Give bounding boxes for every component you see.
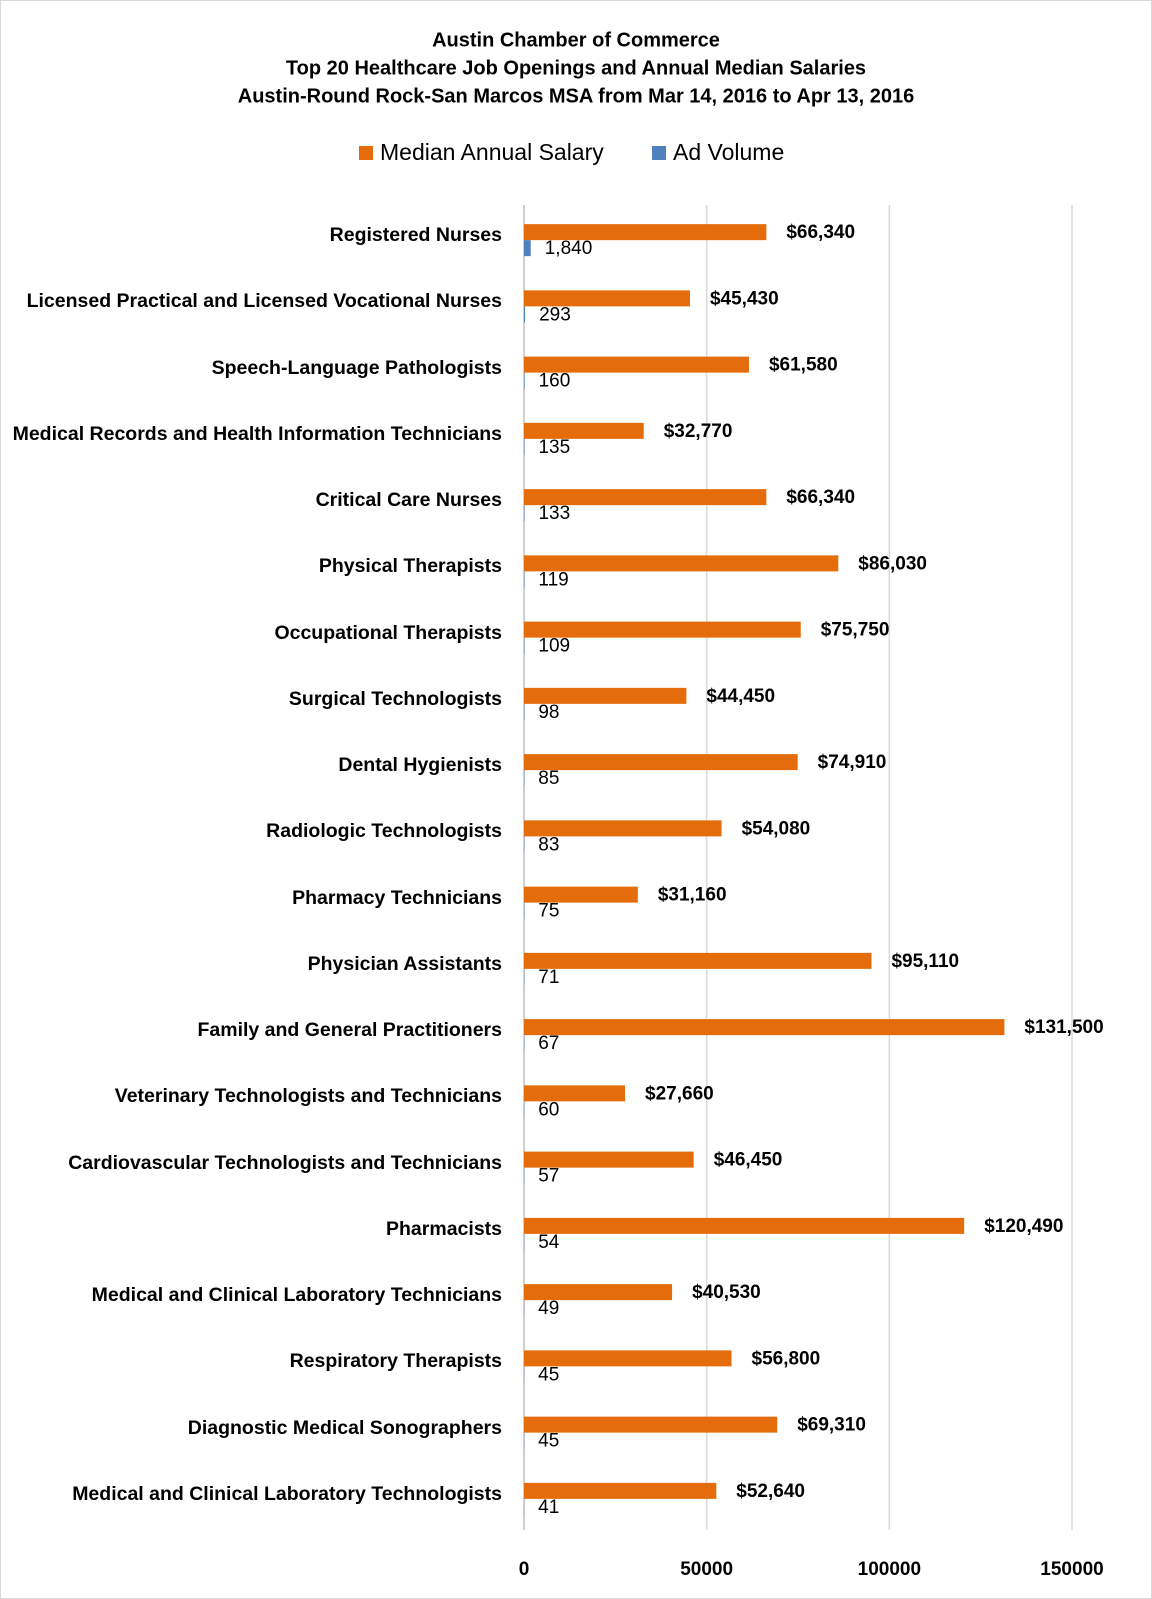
- y-tick-label: Respiratory Therapists: [289, 1350, 502, 1373]
- y-tick-label: Medical and Clinical Laboratory Technici…: [91, 1284, 502, 1307]
- y-tick-label: Radiologic Technologists: [266, 820, 502, 843]
- data-label: $31,160: [658, 885, 727, 906]
- y-tick-label: Veterinary Technologists and Technicians: [114, 1085, 502, 1108]
- data-label: $56,800: [752, 1348, 821, 1369]
- y-tick-label: Pharmacy Technicians: [292, 886, 502, 909]
- data-label: 54: [538, 1232, 560, 1253]
- bar: [524, 1151, 694, 1168]
- data-label: $75,750: [821, 620, 890, 641]
- bar: [524, 1085, 626, 1102]
- legend-swatch: [652, 146, 666, 160]
- bar: [524, 621, 801, 638]
- bar: [524, 356, 749, 373]
- data-label: 85: [538, 768, 559, 789]
- bar: [524, 1019, 1005, 1036]
- y-tick-label: Occupational Therapists: [274, 621, 502, 644]
- bar: [524, 372, 525, 389]
- data-label: 75: [538, 901, 559, 922]
- bar: [524, 422, 644, 439]
- legend-label: Median Annual Salary: [380, 139, 604, 165]
- chart-title: Austin-Round Rock-San Marcos MSA from Ma…: [238, 85, 914, 107]
- y-tick-label: Medical Records and Health Information T…: [12, 422, 502, 445]
- x-tick-label: 0: [519, 1559, 530, 1580]
- data-label: 49: [538, 1298, 559, 1319]
- bar: [524, 952, 872, 969]
- data-label: 133: [538, 503, 570, 524]
- y-tick-label: Physical Therapists: [318, 555, 502, 578]
- y-tick-label: Medical and Clinical Laboratory Technolo…: [72, 1482, 502, 1505]
- data-label: $66,340: [786, 222, 855, 243]
- bar: [524, 1350, 732, 1367]
- legend-swatch: [359, 146, 373, 160]
- bar: [524, 687, 687, 704]
- data-label: $86,030: [858, 553, 927, 574]
- data-label: 135: [538, 437, 570, 458]
- bar: [524, 1284, 673, 1301]
- data-label: $66,340: [786, 487, 855, 508]
- data-label: 109: [538, 636, 570, 657]
- legend-label: Ad Volume: [673, 139, 784, 165]
- data-label: $27,660: [645, 1083, 714, 1104]
- chart-title: Austin Chamber of Commerce: [432, 29, 720, 51]
- data-label: $120,490: [984, 1216, 1063, 1237]
- data-label: $69,310: [797, 1415, 866, 1436]
- data-label: 45: [538, 1431, 559, 1452]
- data-label: 45: [538, 1364, 559, 1385]
- y-tick-label: Physician Assistants: [307, 952, 502, 975]
- data-label: $52,640: [736, 1481, 805, 1502]
- data-label: 1,840: [545, 238, 593, 259]
- bar: [524, 1217, 965, 1234]
- data-label: 119: [538, 569, 568, 590]
- bar: [524, 555, 839, 572]
- y-tick-label: Registered Nurses: [329, 224, 502, 247]
- y-tick-label: Speech-Language Pathologists: [211, 356, 502, 379]
- data-label: 293: [539, 304, 571, 325]
- data-label: $45,430: [710, 288, 779, 309]
- bar: [524, 240, 531, 257]
- data-label: 83: [538, 834, 559, 855]
- chart-title: Top 20 Healthcare Job Openings and Annua…: [286, 57, 866, 79]
- data-label: $131,500: [1024, 1017, 1103, 1038]
- data-label: $40,530: [692, 1282, 761, 1303]
- data-label: $44,450: [706, 686, 775, 707]
- y-tick-label: Surgical Technologists: [288, 687, 502, 710]
- bar: [524, 820, 722, 837]
- y-tick-label: Pharmacists: [386, 1217, 502, 1240]
- data-label: 67: [538, 1033, 559, 1054]
- bar: [524, 489, 767, 506]
- y-tick-label: Family and General Practitioners: [197, 1019, 502, 1042]
- bar: [524, 224, 767, 241]
- data-label: 41: [538, 1497, 559, 1518]
- bar: [524, 1482, 717, 1499]
- bar: [524, 306, 526, 323]
- x-tick-label: 150000: [1040, 1559, 1103, 1580]
- y-tick-label: Cardiovascular Technologists and Technic…: [68, 1151, 502, 1174]
- data-label: 71: [538, 967, 559, 988]
- data-label: $95,110: [891, 951, 959, 972]
- y-tick-label: Dental Hygienists: [338, 754, 502, 777]
- y-tick-label: Licensed Practical and Licensed Vocation…: [26, 290, 502, 313]
- data-label: $32,770: [664, 421, 733, 442]
- data-label: 98: [538, 702, 559, 723]
- bar: [524, 290, 690, 307]
- bar: [524, 886, 638, 903]
- x-tick-label: 50000: [680, 1559, 733, 1580]
- y-tick-label: Critical Care Nurses: [315, 489, 502, 512]
- data-label: $61,580: [769, 355, 838, 376]
- bar: [524, 1416, 778, 1433]
- data-label: $46,450: [714, 1150, 783, 1171]
- data-label: $54,080: [742, 818, 811, 839]
- bar: [524, 754, 798, 771]
- y-tick-label: Diagnostic Medical Sonographers: [187, 1416, 502, 1439]
- x-tick-label: 100000: [858, 1559, 921, 1580]
- data-label: 60: [538, 1099, 559, 1120]
- data-label: 57: [538, 1166, 559, 1187]
- data-label: 160: [539, 371, 571, 392]
- data-label: $74,910: [818, 752, 887, 773]
